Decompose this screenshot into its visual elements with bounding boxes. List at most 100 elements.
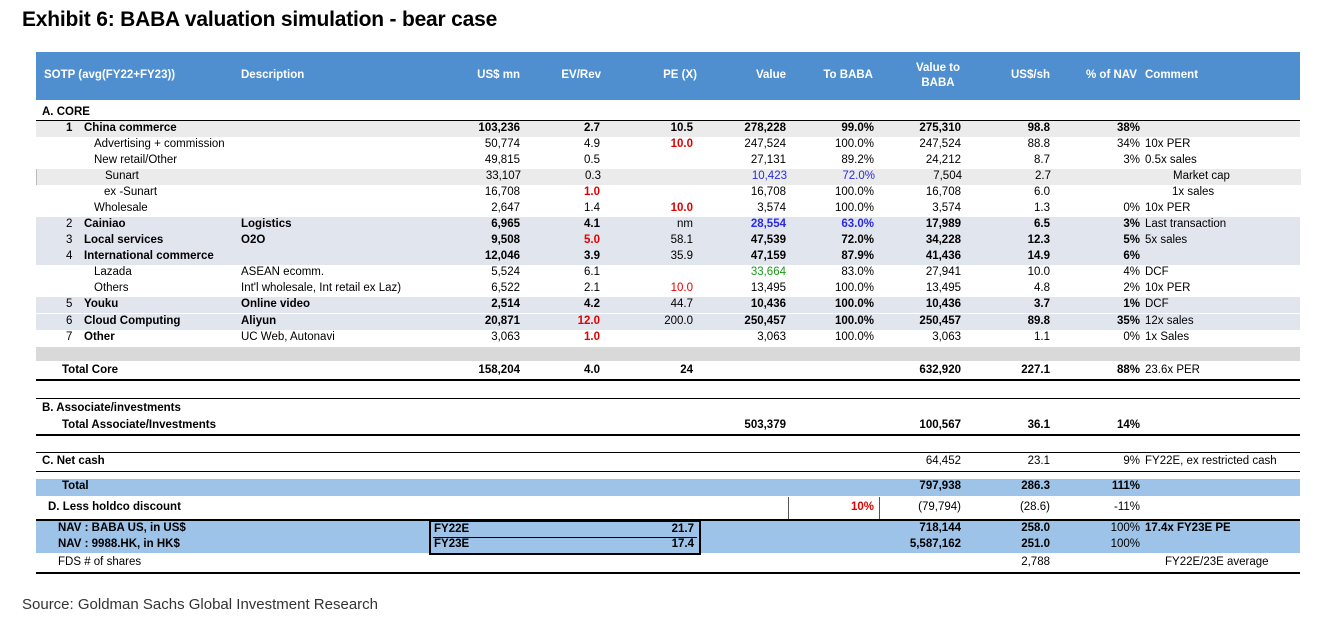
- section-label: C. Net cash: [42, 455, 105, 467]
- cell-ev: 2.7: [584, 122, 600, 134]
- cell-comment: Market cap: [1173, 170, 1230, 182]
- cell-value: 47,539: [750, 234, 786, 246]
- cell-comment: DCF: [1145, 266, 1169, 278]
- row-description: Aliyun: [241, 315, 277, 327]
- cell-to-baba: 87.9%: [841, 250, 874, 262]
- cell-us-per-share: 36.1: [1027, 419, 1050, 431]
- cell-ev: 3.9: [584, 250, 600, 262]
- cell-value: 250,457: [744, 315, 786, 327]
- cell-value-to-baba: 3,063: [932, 331, 961, 343]
- col-pct-nav: % of NAV: [1086, 69, 1137, 81]
- cell-pct-nav: 14%: [1116, 419, 1140, 431]
- cell-value-to-baba: 24,212: [925, 154, 961, 166]
- cell-value-to-baba: 718,144: [919, 522, 961, 534]
- cell-us-per-share: 227.1: [1021, 364, 1050, 376]
- cell-comment: FY22E, ex restricted cash: [1145, 455, 1277, 467]
- cell-pct-nav: 0%: [1123, 331, 1140, 343]
- cell-us-per-share: 8.7: [1034, 154, 1050, 166]
- cell-comment: 10x PER: [1145, 138, 1191, 150]
- cell-value: 10,436: [750, 298, 786, 310]
- cell-value-to-baba: 64,452: [925, 455, 961, 467]
- cell-pct-nav: 2%: [1123, 282, 1140, 294]
- row-number: 7: [66, 331, 73, 343]
- table-row: 7 Other UC Web, Autonavi 3,063 1.0 3,063…: [36, 330, 1300, 346]
- row-name: Youku: [84, 298, 119, 310]
- cell-us-per-share: 6.5: [1034, 218, 1050, 230]
- cell-comment: 1x sales: [1172, 186, 1215, 198]
- cell-value: 47,159: [750, 250, 786, 262]
- row-name: Wholesale: [94, 202, 148, 214]
- col-pe: PE (X): [663, 69, 697, 81]
- row-number: 6: [66, 315, 73, 327]
- row-number: 4: [66, 250, 73, 262]
- cell-usd: 16,708: [484, 186, 520, 198]
- cell-ev: 1.4: [584, 202, 600, 214]
- cell-usd: 33,107: [485, 170, 521, 182]
- col-value: Value: [755, 69, 786, 81]
- fds-shares-row: FDS # of shares 2,788 FY22E/23E average: [36, 555, 1300, 571]
- cell-us-per-share: (28.6): [1019, 501, 1050, 513]
- cell-us-per-share: 12.3: [1027, 234, 1050, 246]
- cell-value-to-baba: 41,436: [925, 250, 961, 262]
- cell-pct-nav: 100%: [1110, 522, 1140, 534]
- row-name: Total Core: [62, 364, 119, 376]
- cell-comment: 0.5x sales: [1145, 154, 1197, 166]
- row-description: O2O: [241, 234, 266, 246]
- cell-us-per-share: 4.8: [1034, 282, 1050, 294]
- cell-value: 3,063: [757, 331, 786, 343]
- cell-usd: 6,965: [491, 218, 520, 230]
- cell-pct-nav: 38%: [1116, 122, 1140, 134]
- fy22e-value: 21.7: [671, 523, 694, 535]
- cell-usd: 103,236: [478, 122, 520, 134]
- cell-ev: 5.0: [584, 234, 600, 246]
- cell-ev: 1.0: [584, 331, 600, 343]
- table-row: Lazada ASEAN ecomm. 5,524 6.1 33,664 83.…: [36, 265, 1300, 281]
- cell-to-baba: 100.0%: [834, 282, 874, 294]
- cell-value-to-baba: 27,941: [925, 266, 961, 278]
- cell-value-to-baba: 3,574: [932, 202, 961, 214]
- cell-us-per-share: 6.0: [1034, 186, 1050, 198]
- row-name: NAV : BABA US, in US$: [58, 522, 186, 534]
- row-number: 2: [66, 218, 73, 230]
- cell-us-per-share: 10.0: [1027, 266, 1050, 278]
- cell-usd: 49,815: [484, 154, 520, 166]
- cell-usd: 6,522: [491, 282, 520, 294]
- cell-value: 247,524: [744, 138, 786, 150]
- total-row: Total 797,938 286.3 111%: [36, 479, 1300, 496]
- cell-pct-nav: -11%: [1114, 501, 1140, 513]
- row-description: ASEAN ecomm.: [241, 266, 325, 278]
- cell-value-to-baba: 250,457: [919, 315, 961, 327]
- row-name: Cainiao: [84, 218, 126, 230]
- row-description: UC Web, Autonavi: [241, 331, 335, 343]
- cell-ev: 0.5: [584, 154, 600, 166]
- section-a-core: A. CORE: [36, 105, 1300, 121]
- cell-pe: 58.1: [670, 234, 693, 246]
- cell-to-baba: 99.0%: [841, 122, 874, 134]
- fy22e-label: FY22E: [434, 523, 470, 535]
- cell-to-baba: 100.0%: [834, 186, 874, 198]
- cell-pe: 44.7: [670, 298, 693, 310]
- row-name: Other: [84, 331, 115, 343]
- cell-pe: 200.0: [664, 315, 693, 327]
- cell-value: 33,664: [750, 266, 786, 278]
- cell-pct-nav: 3%: [1123, 154, 1140, 166]
- discount-box: [788, 497, 880, 519]
- cell-pct-nav: 100%: [1110, 538, 1140, 550]
- section-b-associates: B. Associate/investments: [36, 401, 1300, 417]
- cell-comment: Last transaction: [1145, 218, 1227, 230]
- table-row: Wholesale 2,647 1.4 10.0 3,574 100.0% 3,…: [36, 201, 1300, 217]
- cell-comment: 10x PER: [1145, 202, 1191, 214]
- row-name: ex -Sunart: [104, 186, 158, 198]
- table-row: 5 Youku Online video 2,514 4.2 44.7 10,4…: [36, 297, 1300, 313]
- cell-discount-rate: 10%: [850, 501, 874, 513]
- cell-value-to-baba: 17,989: [925, 218, 961, 230]
- cell-pct-nav: 0%: [1123, 202, 1140, 214]
- row-name: Total: [62, 480, 89, 492]
- cell-usd: 12,046: [484, 250, 520, 262]
- cell-ev: 4.0: [584, 364, 600, 376]
- cell-to-baba: 100.0%: [834, 202, 874, 214]
- row-number: 1: [66, 122, 73, 134]
- cell-us-per-share: 251.0: [1021, 538, 1050, 550]
- cell-pe: 10.5: [670, 122, 693, 134]
- cell-ev: 1.0: [584, 186, 600, 198]
